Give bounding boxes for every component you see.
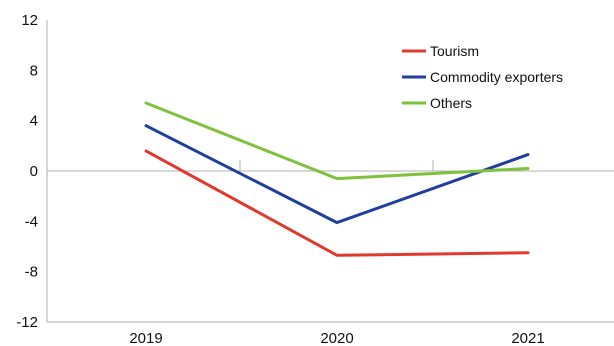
legend-label: Commodity exporters — [430, 69, 563, 85]
y-tick-label: -12 — [16, 314, 38, 331]
y-ticks: 12 8 4 0 -4 -8 -12 — [16, 12, 38, 331]
legend-label: Tourism — [430, 43, 479, 59]
y-tick-label: 4 — [30, 113, 38, 130]
legend: Tourism Commodity exporters Others — [402, 43, 563, 111]
axes — [46, 20, 614, 323]
series-line-others — [144, 101, 530, 181]
y-tick-label: -8 — [25, 264, 38, 281]
legend-label: Others — [430, 95, 472, 111]
series-lines — [144, 101, 530, 257]
x-ticks: 2019 2020 2021 — [129, 160, 545, 346]
series-line-tourism — [144, 149, 530, 257]
x-tick-label: 2021 — [511, 330, 544, 346]
x-tick-label: 2019 — [129, 330, 162, 346]
series-line-commodity-exporters — [144, 124, 530, 225]
y-tick-label: -4 — [25, 213, 38, 230]
y-tick-label: 8 — [30, 62, 38, 79]
y-tick-label: 0 — [30, 163, 38, 180]
x-tick-label: 2020 — [320, 330, 353, 346]
y-tick-label: 12 — [21, 12, 38, 29]
